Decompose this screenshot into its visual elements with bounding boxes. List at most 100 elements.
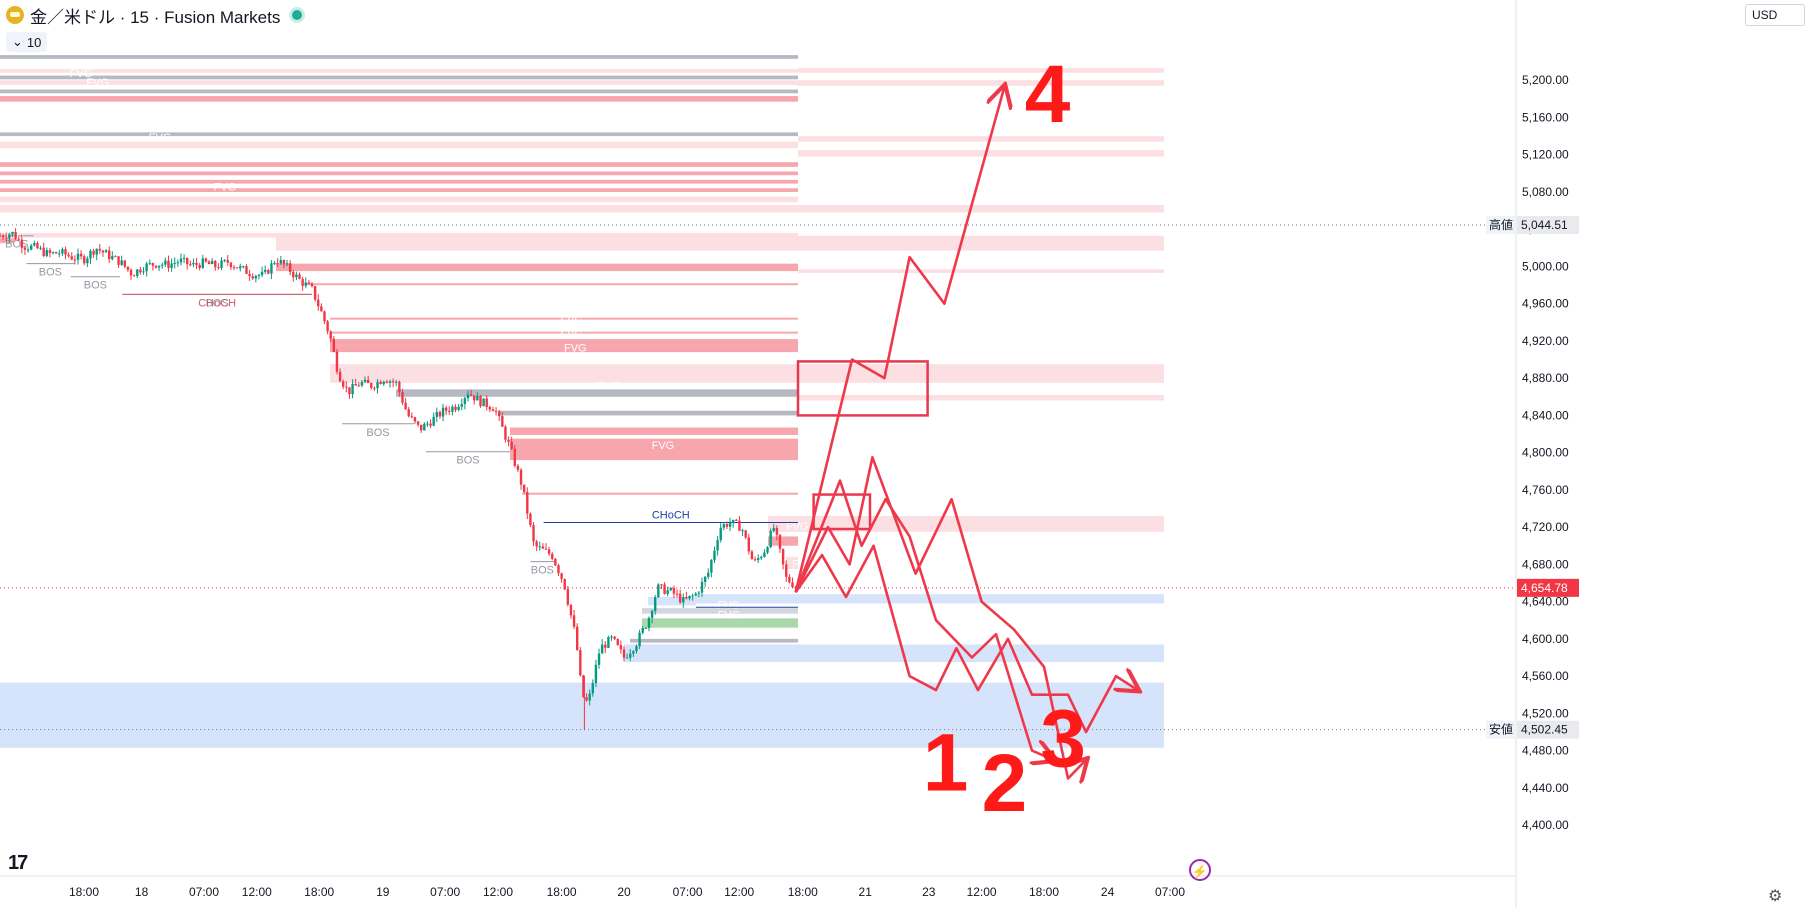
candle-body (351, 383, 354, 395)
candle-body (89, 250, 92, 259)
fvg-label: FVG (564, 342, 587, 354)
candle-body (14, 231, 17, 240)
candle-body (435, 412, 438, 417)
candle-body (245, 266, 248, 274)
fvg-zone (498, 410, 798, 416)
candle-body (529, 513, 532, 526)
structure-label: BOS (456, 455, 479, 467)
tradingview-logo-icon[interactable]: 17 (8, 852, 28, 874)
candle-body (788, 576, 791, 583)
candle-body (473, 395, 476, 401)
candle-body (357, 385, 360, 387)
candle-body (632, 651, 635, 654)
currency-selector[interactable]: USD (1745, 4, 1805, 26)
candle-body (572, 615, 576, 627)
candle-body (678, 593, 682, 603)
price-marker-tag (1517, 578, 1579, 597)
price-marker-tag (1517, 720, 1579, 739)
candle-body (117, 256, 120, 265)
candle-body (547, 549, 551, 554)
fvg-zone (0, 188, 798, 192)
fvg-zone (798, 80, 1164, 86)
candle-body (242, 266, 245, 268)
candle-body (625, 657, 629, 659)
candle-body (760, 556, 763, 559)
price-tick-label: 4,920.00 (1522, 334, 1569, 348)
candle-body (694, 593, 697, 596)
gear-icon[interactable]: ⚙ (1768, 888, 1783, 905)
candle-body (304, 282, 307, 286)
candle-body (469, 394, 473, 396)
gold-coin-icon (6, 6, 24, 24)
candle-body (491, 409, 495, 412)
candle-body (398, 381, 401, 393)
fvg-label: FVG (652, 418, 675, 430)
interval-selector[interactable]: ⌄ 10 (6, 32, 48, 52)
candle-body (441, 407, 445, 417)
time-tick-label: 18:00 (304, 885, 334, 899)
candle-body (195, 262, 198, 265)
fvg-zone (306, 283, 798, 286)
time-tick-label: 07:00 (1155, 885, 1185, 899)
candle-body (179, 258, 183, 263)
candle-body (30, 245, 33, 250)
lightning-icon[interactable]: ⚡ (1189, 859, 1211, 881)
price-tick-label: 4,800.00 (1522, 446, 1569, 460)
fvg-zone (786, 556, 798, 570)
candle-body (148, 263, 151, 265)
fvg-zone (624, 644, 1164, 663)
candle-body (654, 597, 657, 612)
candle-body (235, 267, 239, 269)
fvg-zone (0, 237, 15, 244)
time-tick-label: 18:00 (547, 885, 577, 899)
candle-body (360, 382, 364, 386)
time-tick-label: 19 (376, 885, 390, 899)
fvg-zone (0, 96, 798, 102)
candle-body (588, 693, 591, 701)
candle-body (326, 321, 329, 332)
candle-body (538, 546, 541, 548)
candle-body (685, 597, 688, 599)
candle-body (329, 331, 332, 339)
fvg-zone (0, 75, 798, 80)
candle-body (101, 250, 105, 253)
candle-body (363, 379, 367, 383)
candle-body (585, 697, 588, 701)
price-marker-label: 高値 (1489, 217, 1513, 232)
candle-body (722, 524, 726, 528)
candle-body (420, 424, 423, 431)
fvg-zone (396, 389, 798, 397)
time-tick-label: 24 (1101, 885, 1115, 899)
candle-body (157, 265, 161, 268)
candle-body (707, 572, 710, 577)
candle-body (747, 537, 750, 552)
fvg-zone (330, 345, 798, 353)
candle-body (775, 527, 779, 535)
candle-body (516, 465, 520, 470)
candle-body (254, 275, 258, 279)
candle-body (413, 417, 417, 422)
candle-body (108, 250, 111, 260)
annotation-box (812, 493, 872, 531)
fvg-zone (0, 171, 798, 176)
price-tick-label: 4,520.00 (1522, 706, 1569, 720)
candle-body (644, 627, 648, 629)
time-tick-label: 12:00 (967, 885, 997, 899)
time-tick-label: 23 (922, 885, 936, 899)
candle-body (307, 282, 311, 284)
candle-body (67, 254, 70, 257)
candle-body (510, 441, 513, 449)
scenario-number-1: 1 (923, 718, 969, 809)
candle-body (672, 588, 676, 594)
scenario-number-2: 2 (982, 738, 1028, 829)
candle-body (292, 272, 295, 278)
fvg-zone (648, 596, 696, 606)
symbol-header[interactable]: 金／米ドル · 15 · Fusion Markets (0, 0, 303, 30)
candle-body (154, 265, 158, 268)
candle-body (251, 276, 254, 279)
candle-body (61, 249, 64, 254)
candle-body (176, 262, 180, 264)
fvg-zone (0, 196, 798, 203)
candle-body (23, 247, 27, 250)
